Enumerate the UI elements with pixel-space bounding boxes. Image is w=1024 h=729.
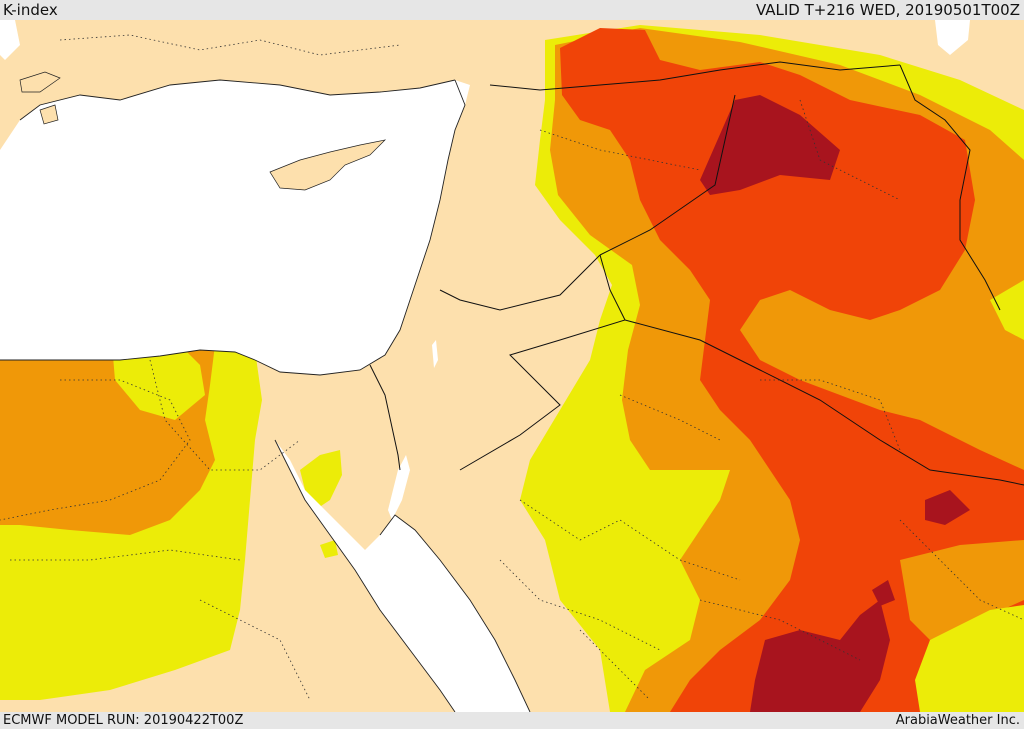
gulf-of-aqaba (388, 455, 410, 520)
model-run: ECMWF MODEL RUN: 20190422T00Z (3, 713, 244, 728)
red-sea-west-coast (274, 439, 456, 712)
k-yellow-east-notch (990, 280, 1024, 340)
k-darkred-south (750, 600, 890, 712)
turkey-coast (19, 79, 456, 121)
border-jordan-east (459, 254, 626, 471)
k-darkred-north (700, 95, 840, 195)
k-darkred-small-spot (872, 580, 895, 606)
k-index-map (0, 20, 1024, 712)
valid-time: VALID T+216 WED, 20190501T00Z (755, 1, 1020, 19)
k-red-east-north (560, 28, 1024, 712)
border-iraq-saudi (624, 319, 1024, 486)
levant-coast (254, 79, 466, 376)
country-borders (369, 61, 1024, 486)
k-index-east-field (520, 25, 1024, 712)
aegean-island-a (19, 71, 61, 93)
red-sea (275, 440, 530, 712)
coastlines (0, 79, 531, 712)
border-syria-north (489, 61, 901, 91)
footer-bar: ECMWF MODEL RUN: 20190422T00Z ArabiaWeat… (0, 712, 1024, 729)
black-sea-top-left (0, 20, 20, 60)
dead-sea (432, 340, 438, 368)
border-iraq-iran (899, 64, 1001, 311)
north-africa-coast (0, 349, 256, 361)
k-yellow-sinai-blob (300, 450, 342, 510)
border-egypt-israel (369, 364, 401, 471)
credit: ArabiaWeather Inc. (895, 713, 1020, 728)
k-darkred-east-spot (925, 490, 970, 525)
k-orange-south-east-pocket (900, 540, 1024, 640)
aegean-island-b (39, 104, 59, 125)
k-yellow-south-east-pocket (915, 605, 1024, 712)
border-syria-iraq (599, 94, 736, 256)
product-title: K-index (3, 1, 58, 19)
header-bar: K-index VALID T+216 WED, 20190501T00Z (0, 0, 1024, 20)
cyprus (269, 139, 387, 191)
k-yellow-sinai-dot (320, 540, 338, 558)
red-sea-east-coast (379, 514, 531, 712)
lake-top-right (935, 20, 970, 55)
province-borders (0, 34, 1024, 701)
islands (19, 71, 387, 191)
border-jordan-israel (439, 254, 601, 311)
